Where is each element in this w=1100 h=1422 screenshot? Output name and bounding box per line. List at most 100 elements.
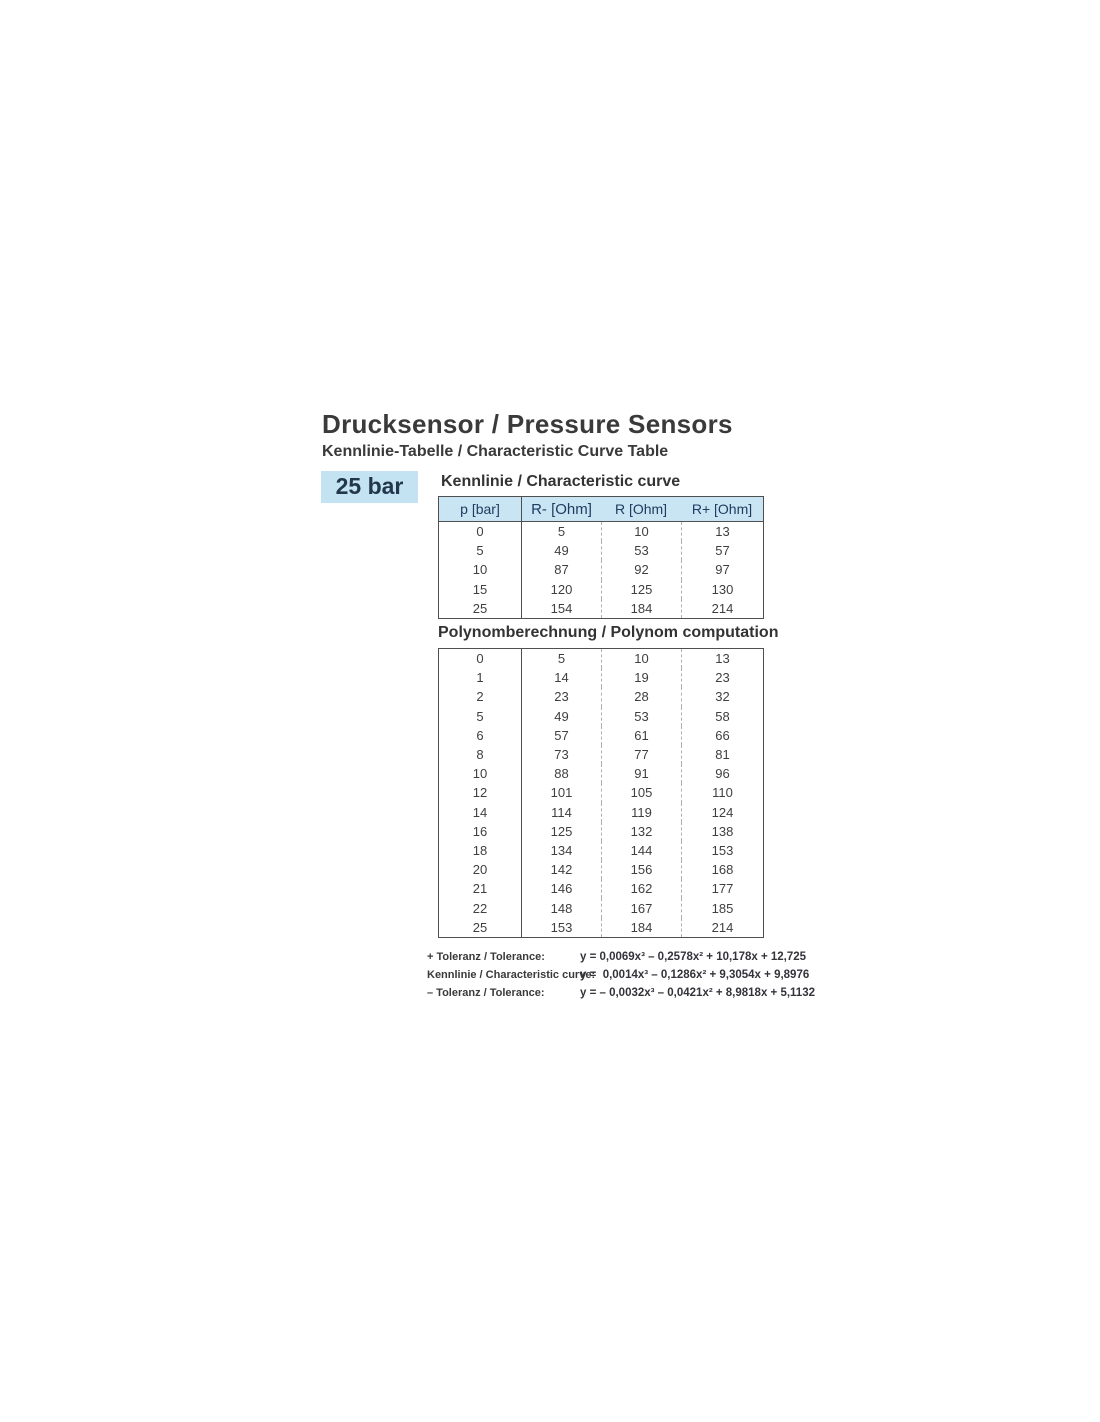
table-cell: 18 bbox=[472, 842, 488, 858]
table-cell: 5 bbox=[476, 543, 484, 559]
table-cell: 0 bbox=[476, 524, 484, 540]
table-cell: 120 bbox=[521, 579, 601, 599]
table-cell: 138 bbox=[681, 821, 763, 841]
table-cell: 77 bbox=[601, 744, 681, 765]
table-cell: 15 bbox=[472, 581, 488, 597]
table-cell: 142 bbox=[521, 860, 601, 880]
table-cell: 57 bbox=[681, 541, 763, 561]
table-cell: 28 bbox=[601, 687, 681, 707]
table-cell: 214 bbox=[681, 598, 763, 618]
polynom-table: 0 5 10 13 1 14 19 23 2 23 28 32 5 49 53 58 6 57 61 66 8 73 77 8… bbox=[438, 648, 764, 938]
table-cell: 8 bbox=[476, 747, 484, 763]
table-row: 20 142 156 168 bbox=[439, 860, 763, 880]
table-cell: 6 bbox=[476, 727, 484, 743]
table-cell: 23 bbox=[521, 687, 601, 707]
column-header-r: R [Ohm] bbox=[614, 501, 668, 517]
table-row: 25 153 184 214 bbox=[439, 917, 763, 937]
table-cell: 96 bbox=[681, 764, 763, 784]
table-row: 8 73 77 81 bbox=[439, 744, 763, 765]
table-cell: 162 bbox=[601, 879, 681, 899]
table-cell: 134 bbox=[521, 840, 601, 861]
table-cell: 91 bbox=[601, 764, 681, 784]
table-cell: 10 bbox=[601, 649, 681, 669]
table-cell: 66 bbox=[681, 725, 763, 745]
table-row: 14 114 119 124 bbox=[439, 802, 763, 822]
table-cell: 61 bbox=[601, 725, 681, 745]
table-cell: 14 bbox=[472, 804, 488, 820]
formula-label: – Toleranz / Tolerance: bbox=[427, 987, 545, 999]
table-cell: 88 bbox=[521, 764, 601, 784]
table-cell: 105 bbox=[601, 783, 681, 803]
table-cell: 144 bbox=[601, 840, 681, 861]
column-header-r-plus: R+ [Ohm] bbox=[691, 501, 753, 517]
table-row: 22 148 167 185 bbox=[439, 898, 763, 918]
table-cell: 5 bbox=[476, 708, 484, 724]
table-cell: 10 bbox=[601, 522, 681, 542]
formula-list: + Toleranz / Tolerance: y = 0,0069x³ – 0… bbox=[427, 948, 857, 1002]
table-row: 10 88 91 96 bbox=[439, 764, 763, 784]
table-cell: 13 bbox=[681, 522, 763, 542]
table-cell: 110 bbox=[681, 783, 763, 803]
table-cell: 132 bbox=[601, 821, 681, 841]
column-header-r-minus: R- [Ohm] bbox=[521, 497, 601, 521]
table-cell: 184 bbox=[601, 917, 681, 937]
table-cell: 153 bbox=[521, 917, 601, 937]
table-row: 1 14 19 23 bbox=[439, 668, 763, 688]
table-cell: 25 bbox=[472, 919, 488, 935]
table-cell: 2 bbox=[476, 689, 484, 705]
table-row: 18 134 144 153 bbox=[439, 840, 763, 861]
formula-label: Kennlinie / Characteristic curve: bbox=[427, 969, 596, 981]
table-cell: 168 bbox=[681, 860, 763, 880]
table-row: 12 101 105 110 bbox=[439, 783, 763, 803]
table-cell: 114 bbox=[521, 802, 601, 822]
table-row: 10 87 92 97 bbox=[439, 560, 763, 580]
table-cell: 0 bbox=[476, 651, 484, 667]
table-row: 5 49 53 57 bbox=[439, 541, 763, 561]
table-row: 0 5 10 13 bbox=[439, 649, 763, 669]
table-cell: 153 bbox=[681, 840, 763, 861]
table-cell: 125 bbox=[521, 821, 601, 841]
table-cell: 10 bbox=[472, 766, 488, 782]
formula-label: + Toleranz / Tolerance: bbox=[427, 951, 545, 963]
table-cell: 167 bbox=[601, 898, 681, 918]
table-cell: 58 bbox=[681, 706, 763, 726]
table-cell: 87 bbox=[521, 560, 601, 580]
table-cell: 13 bbox=[681, 649, 763, 669]
table-cell: 73 bbox=[521, 744, 601, 765]
table-cell: 125 bbox=[601, 579, 681, 599]
table-cell: 101 bbox=[521, 783, 601, 803]
table-cell: 185 bbox=[681, 898, 763, 918]
kennlinie-table-body: 0 5 10 13 5 49 53 57 10 87 92 97 15 120 125 130 25 154 184… bbox=[439, 522, 763, 618]
table-cell: 1 bbox=[476, 670, 484, 686]
table-cell: 92 bbox=[601, 560, 681, 580]
table-cell: 53 bbox=[601, 706, 681, 726]
polynom-table-body: 0 5 10 13 1 14 19 23 2 23 28 32 5 49 53 58 6 57 61 66 8 73 77 8… bbox=[439, 649, 763, 937]
table-cell: 130 bbox=[681, 579, 763, 599]
table-cell: 20 bbox=[472, 862, 488, 878]
table-cell: 184 bbox=[601, 598, 681, 618]
table-row: 5 49 53 58 bbox=[439, 706, 763, 726]
table-cell: 146 bbox=[521, 879, 601, 899]
table-cell: 21 bbox=[472, 881, 488, 897]
table-row: 21 146 162 177 bbox=[439, 879, 763, 899]
table-row: 2 23 28 32 bbox=[439, 687, 763, 707]
table-row: 16 125 132 138 bbox=[439, 821, 763, 841]
formula-row-plus-tolerance: + Toleranz / Tolerance: y = 0,0069x³ – 0… bbox=[427, 948, 857, 966]
table-cell: 16 bbox=[472, 823, 488, 839]
pressure-range-badge: 25 bar bbox=[321, 471, 418, 503]
table-cell: 49 bbox=[521, 706, 601, 726]
table-cell: 177 bbox=[681, 879, 763, 899]
formula-value: y = – 0,0032x³ – 0,0421x² + 8,9818x + 5,… bbox=[580, 987, 815, 999]
table-row: 15 120 125 130 bbox=[439, 579, 763, 599]
table-cell: 22 bbox=[472, 900, 488, 916]
table-cell: 5 bbox=[521, 522, 601, 542]
kennlinie-table-header-row: p [bar] R- [Ohm] R [Ohm] R+ [Ohm] bbox=[439, 497, 763, 522]
table-cell: 19 bbox=[601, 668, 681, 688]
kennlinie-section-heading: Kennlinie / Characteristic curve bbox=[441, 473, 681, 490]
table-cell: 154 bbox=[521, 598, 601, 618]
table-cell: 32 bbox=[681, 687, 763, 707]
table-cell: 49 bbox=[521, 541, 601, 561]
table-cell: 14 bbox=[521, 668, 601, 688]
column-header-p-bar: p [bar] bbox=[460, 501, 500, 517]
